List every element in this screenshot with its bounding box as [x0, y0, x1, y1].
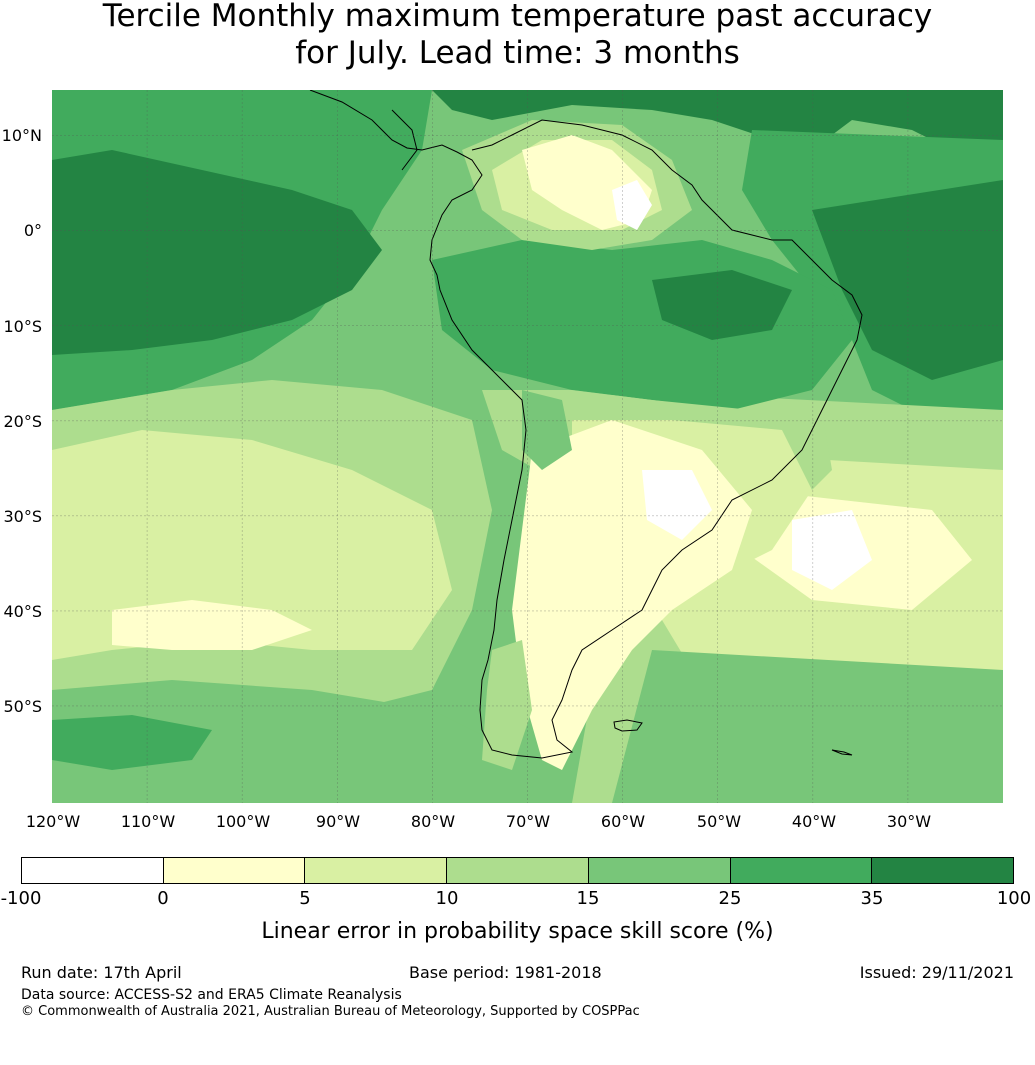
lon-label-50w: 50°W	[696, 812, 742, 831]
map-title-line-2: for July. Lead time: 3 months	[295, 35, 740, 71]
lat-label-40s: 40°S	[3, 602, 42, 621]
south-georgia-outline	[831, 749, 853, 756]
atlantic-highest-skill-zone	[812, 180, 1003, 380]
colorbar-segment	[447, 858, 589, 883]
lat-label-20s: 20°S	[3, 412, 42, 431]
colorbar-tick-label: 10	[435, 888, 459, 909]
amazon-highest-skill	[652, 270, 792, 340]
colorbar-tick-label: 35	[860, 888, 884, 909]
colorbar-tick-label: 15	[576, 888, 600, 909]
colorbar-segment	[872, 858, 1014, 883]
lon-label-80w: 80°W	[410, 812, 456, 831]
coastline	[309, 90, 863, 759]
lat-label-10n: 10°N	[1, 126, 42, 145]
lon-label-110w: 110°W	[120, 812, 176, 831]
lat-label-0: 0°	[23, 221, 42, 240]
colorbar-segment	[22, 858, 164, 883]
lat-label-10s: 10°S	[3, 317, 42, 336]
lon-label-30w: 30°W	[886, 812, 932, 831]
base-period: Base period: 1981-2018	[409, 963, 602, 982]
map-title-line-1: Tercile Monthly maximum temperature past…	[102, 0, 933, 34]
colorbar-tick-label: 5	[299, 888, 311, 909]
copyright-notice: © Commonwealth of Australia 2021, Austra…	[21, 1004, 640, 1019]
map-graticule	[52, 90, 1003, 803]
colorbar	[21, 857, 1014, 884]
colorbar-segment	[163, 858, 306, 883]
south-atlantic-southern-band	[612, 650, 1003, 803]
south-pacific-low-skill	[52, 430, 452, 660]
lon-label-70w: 70°W	[505, 812, 551, 831]
issued-date: Issued: 29/11/2021	[859, 963, 1014, 982]
colorbar-tick-label: 100	[996, 888, 1032, 909]
run-date: Run date: 17th April	[21, 963, 182, 982]
andes-central-skill	[522, 390, 572, 470]
colorbar-label: Linear error in probability space skill …	[261, 919, 774, 944]
chaco-negative-skill	[642, 470, 712, 540]
lat-label-30s: 30°S	[3, 507, 42, 526]
lon-label-120w: 120°W	[25, 812, 81, 831]
falkland-islands-outline	[613, 719, 643, 732]
lat-label-50s: 50°S	[3, 697, 42, 716]
guiana-negative-skill	[612, 180, 652, 230]
lon-label-60w: 60°W	[600, 812, 646, 831]
colorbar-segment	[588, 858, 731, 883]
patagonia-skill	[482, 640, 532, 770]
lon-label-100w: 100°W	[215, 812, 271, 831]
caribbean-high-skill-zone	[432, 90, 1003, 150]
skill-score-map	[52, 90, 1003, 803]
colorbar-tick-label: 0	[157, 888, 169, 909]
south-pacific-lowest-skill	[112, 600, 312, 650]
data-source: Data source: ACCESS-S2 and ERA5 Climate …	[21, 987, 402, 1003]
south-atlantic-negative-skill	[792, 510, 872, 590]
pacific-highest-skill-zone	[52, 150, 382, 355]
colorbar-segment	[305, 858, 448, 883]
colorbar-tick-label: -100	[0, 888, 42, 909]
colorbar-segment	[730, 858, 873, 883]
southern-ocean-high-skill	[52, 715, 212, 770]
lon-label-90w: 90°W	[315, 812, 361, 831]
lon-label-40w: 40°W	[791, 812, 837, 831]
southern-ocean-band	[52, 680, 492, 803]
colorbar-tick-label: 25	[718, 888, 742, 909]
